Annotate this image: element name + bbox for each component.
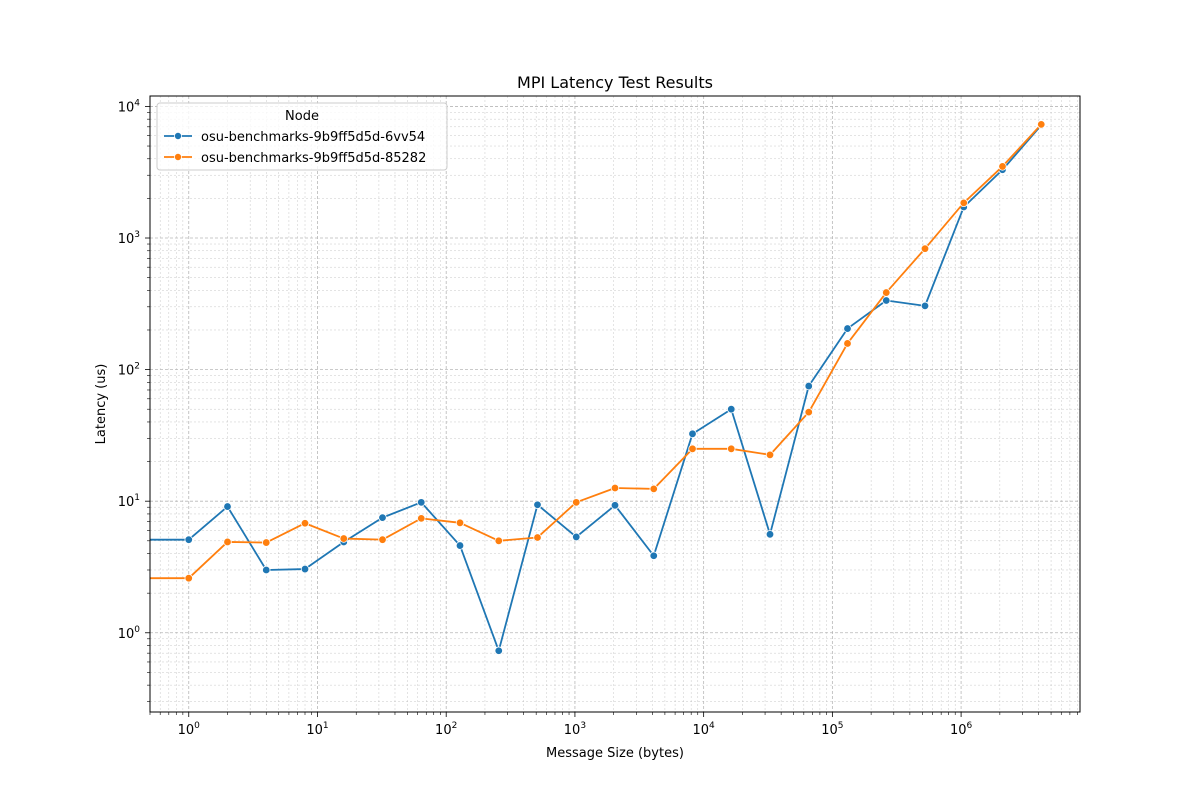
series-point-1 <box>300 564 310 574</box>
series-point-2 <box>417 514 426 523</box>
x-tick-label: 105 <box>821 721 843 738</box>
series-point-2 <box>223 537 232 547</box>
x-tick-label: 100 <box>178 721 201 738</box>
series-point-1 <box>688 429 697 439</box>
series-point-1 <box>262 565 271 575</box>
series-point-2 <box>572 498 581 507</box>
series-point-2 <box>920 244 930 253</box>
legend-title: Node <box>285 109 319 124</box>
series-1 <box>150 120 1046 655</box>
series-point-1 <box>727 405 736 414</box>
series-point-1 <box>920 301 930 311</box>
tick-layer: 100 101 102 103 104 105 106 100 101 102 103 104 <box>118 98 1078 738</box>
series-point-2 <box>843 339 852 348</box>
series-point-2 <box>882 288 891 297</box>
series-point-2 <box>649 484 658 494</box>
series-point-1 <box>184 535 193 544</box>
series-point-2 <box>533 533 542 542</box>
series-point-1 <box>765 530 775 539</box>
series-point-2 <box>765 450 775 460</box>
y-axis-label: Latency (us) <box>94 364 109 445</box>
series-point-1 <box>417 498 426 507</box>
x-tick-label: 102 <box>435 721 457 738</box>
series-point-2 <box>1037 120 1046 129</box>
series-layer <box>150 120 1046 655</box>
x-tick-label: 106 <box>950 721 973 738</box>
series-point-2 <box>184 573 193 583</box>
series-point-2 <box>378 535 387 544</box>
series-point-2 <box>262 538 271 547</box>
y-tick-label: 103 <box>118 230 140 247</box>
y-tick-label: 104 <box>118 98 141 115</box>
series-point-1 <box>533 500 542 509</box>
series-point-2 <box>804 407 813 417</box>
series-point-1 <box>804 381 813 391</box>
x-tick-label: 101 <box>306 721 328 738</box>
series-point-1 <box>378 513 387 522</box>
series-point-2 <box>339 534 348 543</box>
legend-box <box>156 102 448 171</box>
series-point-1 <box>455 541 465 550</box>
y-tick-label: 100 <box>118 625 141 642</box>
series-point-1 <box>494 646 503 655</box>
series-point-1 <box>610 501 620 510</box>
series-point-1 <box>572 532 581 542</box>
series-point-2 <box>300 519 310 528</box>
y-tick-label: 101 <box>118 493 140 510</box>
legend-swatch-marker-1 <box>173 131 182 140</box>
series-point-2 <box>959 198 968 208</box>
legend-label-1: osu-benchmarks-9b9ff5d5d-6vv54 <box>201 130 425 145</box>
series-point-1 <box>223 502 232 511</box>
x-tick-label: 103 <box>564 721 586 738</box>
x-axis-label: Message Size (bytes) <box>546 746 684 761</box>
x-tick-label: 104 <box>693 721 716 738</box>
plot-frame <box>149 95 1081 713</box>
series-point-2 <box>727 444 736 454</box>
series-point-2 <box>688 444 697 454</box>
series-point-1 <box>649 551 658 560</box>
series-2 <box>150 120 1046 583</box>
y-tick-label: 102 <box>118 362 140 379</box>
series-point-2 <box>998 162 1007 171</box>
chart-title: MPI Latency Test Results <box>517 73 713 92</box>
series-point-1 <box>882 296 891 305</box>
legend: Node osu-benchmarks-9b9ff5d5d-6vv54 osu-… <box>156 102 448 171</box>
series-point-2 <box>494 536 503 545</box>
series-line-2 <box>150 123 1042 580</box>
legend-swatch-marker-2 <box>173 152 182 161</box>
series-point-2 <box>610 483 620 493</box>
series-point-2 <box>455 518 465 528</box>
series-point-1 <box>843 324 852 333</box>
legend-label-2: osu-benchmarks-9b9ff5d5d-85282 <box>201 151 426 166</box>
grid-layer <box>149 96 1080 712</box>
series-line-1 <box>150 124 1042 652</box>
